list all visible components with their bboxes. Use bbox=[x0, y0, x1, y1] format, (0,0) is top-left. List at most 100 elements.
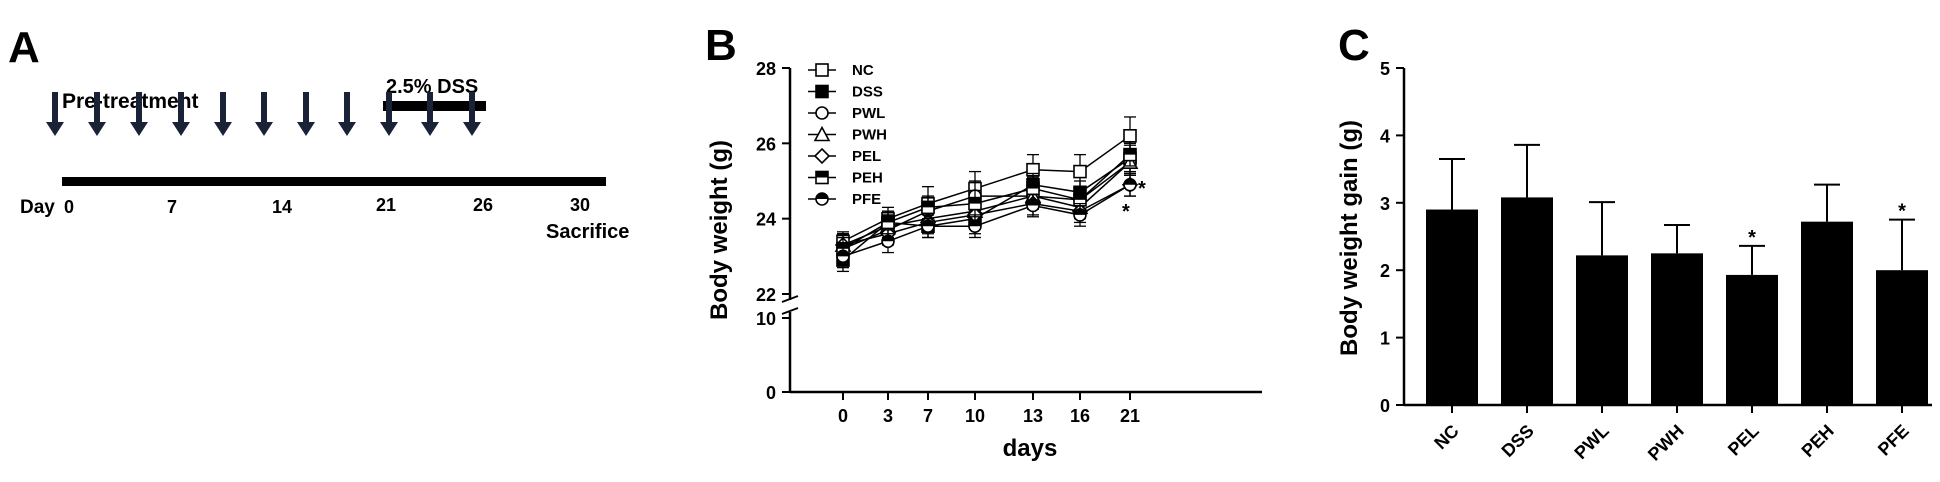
down-arrow-icon bbox=[463, 122, 481, 136]
sacrifice-label: Sacrifice bbox=[546, 221, 629, 243]
c-x-tick-label: PEH bbox=[1798, 421, 1838, 461]
legend-marker-fill bbox=[816, 193, 828, 199]
down-arrow-icon bbox=[297, 122, 315, 136]
c-y-tick-label: 1 bbox=[1380, 329, 1390, 349]
data-point-fill bbox=[922, 220, 934, 227]
down-arrow-icon bbox=[380, 122, 398, 136]
b-x-tick-label: 13 bbox=[1023, 406, 1043, 426]
legend-marker bbox=[815, 106, 829, 120]
legend-label: PWL bbox=[852, 105, 885, 122]
bar-pel bbox=[1726, 274, 1778, 405]
data-point-fill bbox=[922, 201, 934, 208]
bar-pfe bbox=[1876, 270, 1928, 405]
data-point-fill bbox=[882, 235, 894, 242]
b-series-group: ** bbox=[834, 116, 1146, 273]
legend-marker bbox=[815, 63, 829, 77]
c-y-tick-label: 2 bbox=[1380, 261, 1390, 281]
b-y-tick-label: 22 bbox=[756, 285, 776, 305]
timeline-bar bbox=[62, 177, 606, 186]
c-x-tick-label: PWL bbox=[1570, 421, 1612, 463]
data-point bbox=[1073, 164, 1087, 179]
panel-b: B 0 10 22 24 26 28 0 3 7 10 13 16 21 Body weight (g)… bbox=[705, 21, 1262, 462]
data-point-fill bbox=[1124, 148, 1136, 155]
c-x-tick-label: NC bbox=[1430, 421, 1463, 454]
legend-marker bbox=[813, 147, 831, 165]
legend-marker-fill bbox=[816, 171, 828, 178]
bar-nc bbox=[1426, 209, 1478, 405]
legend-label: PEL bbox=[852, 148, 881, 165]
b-legend: NC DSS PWL PWH PEL PEH PFE bbox=[808, 62, 887, 208]
arrow-group bbox=[46, 92, 481, 136]
b-x-tick-label: 7 bbox=[923, 406, 933, 426]
b-y-tick-label: 24 bbox=[756, 210, 776, 230]
b-x-axis-title: days bbox=[1003, 435, 1058, 462]
c-y-tick-label: 0 bbox=[1380, 396, 1390, 416]
b-y-tick-label: 28 bbox=[756, 59, 776, 79]
down-arrow-icon bbox=[214, 122, 232, 136]
down-arrow-icon bbox=[130, 122, 148, 136]
day-tick-30: 30 bbox=[570, 195, 590, 215]
down-arrow-icon bbox=[172, 122, 190, 136]
b-axis-ticks: 0 10 22 24 26 28 0 3 7 10 13 16 21 bbox=[756, 59, 1140, 426]
c-x-tick-label: DSS bbox=[1498, 421, 1538, 461]
bar-peh bbox=[1801, 221, 1853, 405]
panel-c-letter: C bbox=[1338, 21, 1370, 70]
c-x-tick-label: PFE bbox=[1874, 421, 1913, 460]
legend-label: DSS bbox=[852, 84, 883, 101]
day-tick-21: 21 bbox=[376, 195, 396, 215]
significance-star: * bbox=[1748, 227, 1756, 249]
legend-label: PWH bbox=[852, 127, 887, 144]
bar-pwh bbox=[1651, 253, 1703, 405]
data-point-fill bbox=[969, 197, 981, 204]
b-x-tick-label: 3 bbox=[883, 406, 893, 426]
day-tick-26: 26 bbox=[473, 195, 493, 215]
legend-marker bbox=[813, 125, 831, 142]
b-axis-break-mark bbox=[781, 307, 799, 315]
down-arrow-icon bbox=[46, 122, 64, 136]
day-tick-7: 7 bbox=[167, 197, 177, 217]
down-arrow-icon bbox=[338, 122, 356, 136]
data-point bbox=[1123, 129, 1137, 143]
b-y-axis-title: Body weight (g) bbox=[706, 140, 733, 320]
panel-a-letter: A bbox=[8, 23, 40, 72]
c-x-tick-label: PEL bbox=[1724, 421, 1763, 460]
day-tick-0: 0 bbox=[64, 197, 74, 217]
legend-label: NC bbox=[852, 62, 874, 79]
b-axis-break-mark bbox=[781, 295, 799, 303]
day-tick-14: 14 bbox=[272, 197, 292, 217]
legend-marker bbox=[815, 84, 829, 99]
panel-c: C Body weight gain (g) 0 1 2 3 4 5 NC DSS PWL PW… bbox=[1336, 21, 1932, 465]
data-point-fill bbox=[969, 220, 981, 227]
bar-pwl bbox=[1576, 255, 1628, 405]
b-x-tick-label: 21 bbox=[1120, 406, 1140, 426]
significance-star: * bbox=[1122, 201, 1130, 223]
bar-dss bbox=[1501, 197, 1553, 405]
data-point-fill bbox=[1074, 193, 1086, 200]
c-y-tick-label: 5 bbox=[1380, 59, 1390, 79]
dss-period-bar bbox=[383, 101, 486, 111]
b-x-tick-label: 0 bbox=[838, 406, 848, 426]
legend-label: PEH bbox=[852, 170, 883, 187]
down-arrow-icon bbox=[421, 122, 439, 136]
c-x-tick-label: PWH bbox=[1644, 421, 1688, 465]
significance-star: * bbox=[1138, 178, 1146, 200]
panel-b-letter: B bbox=[705, 21, 737, 70]
b-y-tick-label: 26 bbox=[756, 134, 776, 154]
down-arrow-icon bbox=[255, 122, 273, 136]
c-y-axis-title: Body weight gain (g) bbox=[1336, 120, 1363, 356]
b-y-tick-label: 0 bbox=[766, 383, 776, 403]
data-point-fill bbox=[1027, 199, 1039, 206]
b-x-tick-label: 10 bbox=[965, 406, 985, 426]
b-y-tick-label: 10 bbox=[756, 309, 776, 329]
panel-a: A Pre-treatment 2.5% DSS Day 0 7 14 21 2… bbox=[8, 23, 629, 243]
c-y-tick-label: 4 bbox=[1380, 126, 1390, 146]
c-y-tick-label: 3 bbox=[1380, 194, 1390, 214]
significance-star: * bbox=[1898, 201, 1906, 223]
data-point-fill bbox=[882, 216, 894, 223]
data-point-fill bbox=[1027, 182, 1039, 189]
data-point-fill bbox=[1074, 208, 1086, 215]
c-bars-group: NC DSS PWL PWH PEL * PEH PFE * bbox=[1426, 143, 1928, 465]
b-x-tick-label: 16 bbox=[1070, 406, 1090, 426]
c-axis-ticks: 0 1 2 3 4 5 bbox=[1380, 59, 1404, 416]
